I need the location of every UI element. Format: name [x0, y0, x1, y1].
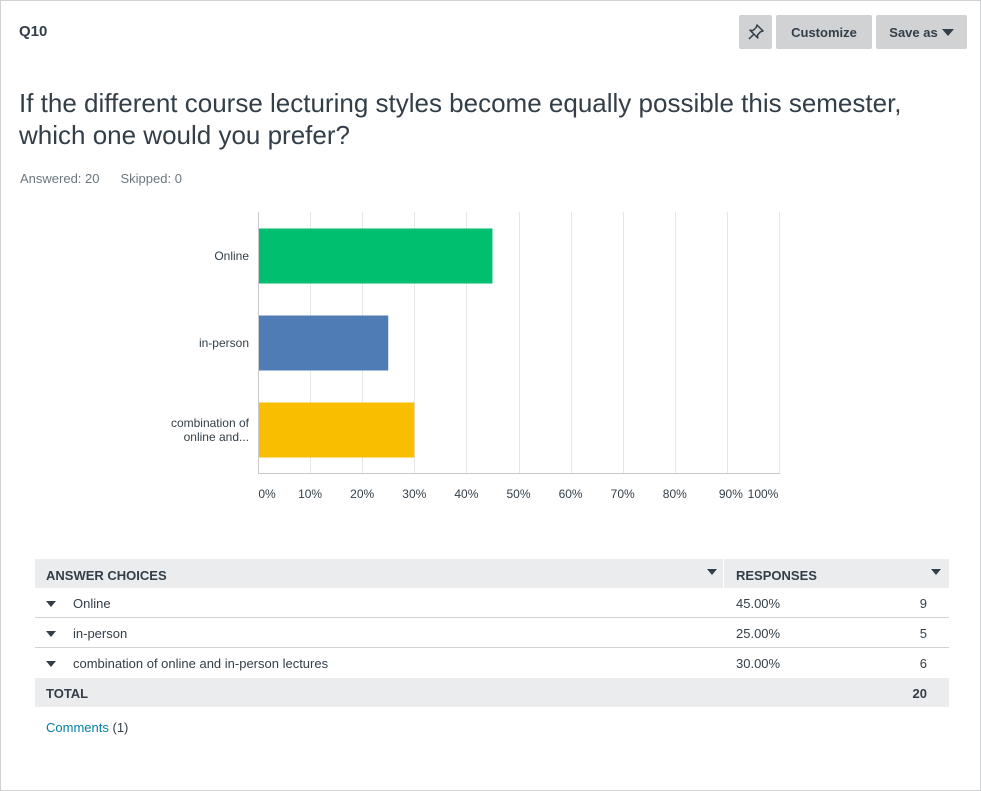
x-tick-label: 60%: [559, 487, 583, 501]
answer-table: ANSWER CHOICES RESPONSES Online 45.00% 9…: [35, 559, 949, 707]
customize-button[interactable]: Customize: [776, 15, 872, 49]
x-tick-label: 20%: [350, 487, 374, 501]
category-label: combination of online and...: [171, 416, 250, 444]
x-tick-label: 70%: [611, 487, 635, 501]
table-total-row: TOTAL 20: [35, 678, 949, 707]
save-as-label: Save as: [889, 24, 938, 40]
table-header: ANSWER CHOICES RESPONSES: [35, 559, 949, 588]
answered-count: Answered: 20: [20, 171, 100, 186]
x-tick-label: 30%: [402, 487, 426, 501]
x-tick-label: 80%: [663, 487, 687, 501]
expand-row-icon[interactable]: [46, 601, 56, 607]
question-title: If the different course lecturing styles…: [19, 88, 902, 150]
x-tick-label: 90%: [719, 487, 743, 501]
x-tick-label: 10%: [298, 487, 322, 501]
bar[interactable]: [259, 402, 415, 458]
row-percent: 45.00%: [736, 596, 781, 611]
skipped-count: Skipped: 0: [120, 171, 182, 186]
comments-section: Comments (1): [46, 720, 128, 735]
comments-count: (1): [112, 720, 129, 735]
total-label: TOTAL: [46, 686, 89, 701]
category-label: Online: [214, 249, 249, 263]
row-choice: in-person: [73, 626, 128, 641]
x-tick-label: 50%: [506, 487, 530, 501]
row-percent: 30.00%: [736, 656, 781, 671]
total-value: 20: [912, 686, 927, 701]
expand-row-icon[interactable]: [46, 661, 56, 667]
header-answer-choices[interactable]: ANSWER CHOICES: [46, 568, 167, 583]
bar[interactable]: [259, 228, 493, 284]
table-row: combination of online and in-person lect…: [35, 648, 949, 678]
bar[interactable]: [259, 315, 389, 371]
header-divider: [723, 559, 724, 588]
row-count: 5: [919, 626, 927, 641]
sort-choices-icon[interactable]: [707, 569, 717, 575]
response-summary: Answered: 20 Skipped: 0: [20, 171, 182, 186]
question-number: Q10: [19, 23, 48, 40]
customize-label: Customize: [791, 24, 857, 40]
pin-button[interactable]: [739, 15, 772, 49]
chevron-down-icon: [941, 28, 954, 36]
x-tick-label: 0%: [258, 487, 276, 501]
comments-link[interactable]: Comments: [46, 720, 109, 735]
header-responses[interactable]: RESPONSES: [736, 568, 817, 583]
bar-chart: Online in-person combination of online and.…: [171, 212, 780, 501]
row-count: 6: [919, 656, 927, 671]
row-choice: Online: [73, 596, 111, 611]
pin-icon: [747, 24, 764, 40]
expand-row-icon[interactable]: [46, 631, 56, 637]
row-choice: combination of online and in-person lect…: [73, 656, 329, 671]
toolbar: Customize Save as: [739, 15, 967, 49]
save-as-button[interactable]: Save as: [876, 15, 967, 49]
table-row: in-person 25.00% 5: [35, 618, 949, 648]
row-count: 9: [919, 596, 927, 611]
category-label: in-person: [199, 336, 249, 350]
row-percent: 25.00%: [736, 626, 781, 641]
x-tick-label: 40%: [454, 487, 478, 501]
x-tick-label: 100%: [748, 487, 779, 501]
table-row: Online 45.00% 9: [35, 588, 949, 618]
sort-responses-icon[interactable]: [931, 569, 941, 575]
